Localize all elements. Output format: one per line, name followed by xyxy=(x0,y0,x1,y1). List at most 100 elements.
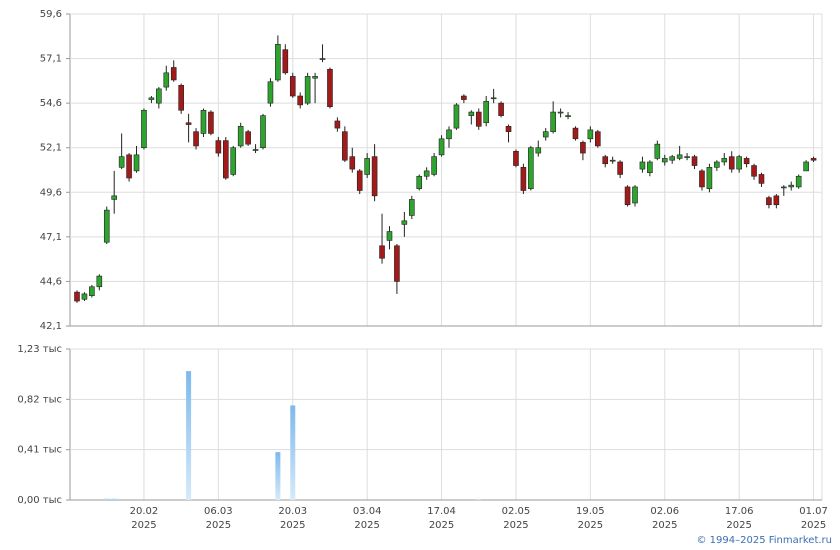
candle-body xyxy=(342,131,348,161)
y-tick-label: 57,1 xyxy=(40,54,62,65)
candle-body xyxy=(706,167,713,190)
candle-body xyxy=(766,197,772,206)
candle-body xyxy=(408,199,415,216)
y-tick-label: 59,6 xyxy=(40,9,62,20)
x-tick-label: 20.02 2025 xyxy=(129,506,159,531)
candle-body xyxy=(282,49,289,74)
candle-body xyxy=(156,88,162,104)
candle-body xyxy=(661,158,668,163)
candle-body xyxy=(684,156,690,158)
candle-body xyxy=(275,44,281,81)
candle-body xyxy=(230,147,237,175)
candle-body xyxy=(535,147,542,154)
candle-body xyxy=(587,129,594,140)
candle-body xyxy=(245,131,251,145)
volume-bar xyxy=(104,498,110,500)
candle-body xyxy=(669,156,676,161)
candle-body xyxy=(289,76,296,97)
y-tick-label: 0,82 тыс xyxy=(17,394,62,405)
candle-body xyxy=(193,131,199,147)
volume-bar xyxy=(275,452,281,500)
candle-body xyxy=(178,85,184,111)
candle-body xyxy=(475,111,482,127)
x-tick-label: 02.06 2025 xyxy=(650,506,680,531)
candle-body xyxy=(185,122,192,125)
candle-body xyxy=(423,170,430,177)
candle-body xyxy=(215,140,222,154)
candle-body xyxy=(148,97,155,100)
y-tick-label: 47,1 xyxy=(40,232,62,243)
candle-body xyxy=(208,111,214,134)
candle-body xyxy=(267,81,274,104)
candle-body xyxy=(349,156,356,170)
candle-body xyxy=(810,158,817,161)
candle-body xyxy=(431,156,437,175)
candle-body xyxy=(319,58,326,60)
candle-body xyxy=(676,154,683,159)
candle-body xyxy=(483,101,490,124)
volume-bar xyxy=(290,405,296,500)
candle-body xyxy=(89,286,95,296)
candle-body xyxy=(118,156,125,168)
candle-body xyxy=(721,158,728,163)
x-tick-label: 01.07 2025 xyxy=(799,506,828,531)
candle-body xyxy=(461,95,467,100)
candle-body xyxy=(505,126,512,132)
candle-body xyxy=(394,245,400,282)
candle-body xyxy=(647,161,653,173)
candle-body xyxy=(453,104,460,129)
volume-bar xyxy=(186,371,192,500)
candle-body xyxy=(624,186,631,206)
candle-body xyxy=(803,161,809,172)
y-tick-label: 1,23 тыс xyxy=(17,344,62,355)
volume-bar xyxy=(476,499,482,500)
candle-body xyxy=(580,142,586,154)
candle-body xyxy=(528,147,534,190)
x-tick-label: 02.05 2025 xyxy=(501,506,531,531)
candle-body xyxy=(557,111,564,114)
candle-body xyxy=(602,156,609,165)
x-tick-label: 03.04 2025 xyxy=(352,506,382,531)
y-tick-label: 0,00 тыс xyxy=(17,495,62,506)
candle-body xyxy=(96,275,103,288)
y-tick-label: 54,6 xyxy=(40,98,62,109)
candle-body xyxy=(103,209,110,243)
candle-body xyxy=(550,111,556,132)
candle-body xyxy=(364,158,370,175)
candle-body xyxy=(260,115,266,149)
candle-body xyxy=(379,245,385,259)
candle-body xyxy=(334,120,341,129)
candle-body xyxy=(170,67,177,81)
x-tick-label: 17.04 2025 xyxy=(427,506,456,531)
candle-body xyxy=(788,184,795,188)
candle-body xyxy=(468,111,475,116)
candle-body xyxy=(416,175,423,190)
candle-body xyxy=(565,115,571,117)
candle-body xyxy=(356,170,363,191)
candle-body xyxy=(609,159,616,162)
candle-body xyxy=(795,175,802,188)
candle-body xyxy=(572,127,579,140)
volume-bar xyxy=(111,498,117,500)
candle-body xyxy=(513,150,519,166)
credit[interactable]: © 1994–2025 Finmarket.ru xyxy=(696,535,832,546)
candle-body xyxy=(312,76,318,79)
x-tick-label: 17.06 2025 xyxy=(724,506,754,531)
x-tick-label: 06.03 2025 xyxy=(204,506,233,531)
candle-body xyxy=(304,76,311,104)
y-tick-label: 49,6 xyxy=(40,187,62,198)
candle-body xyxy=(438,138,445,156)
candle-body xyxy=(520,167,527,191)
candle-body xyxy=(371,156,378,197)
candle-body xyxy=(81,293,88,300)
candle-body xyxy=(773,195,780,206)
candle-body xyxy=(223,140,229,179)
y-tick-label: 0,41 тыс xyxy=(17,445,62,456)
candle-body xyxy=(594,131,601,147)
candle-body xyxy=(758,174,765,184)
candle-body xyxy=(498,102,504,116)
candle-body xyxy=(639,161,646,170)
candle-body xyxy=(74,291,80,302)
